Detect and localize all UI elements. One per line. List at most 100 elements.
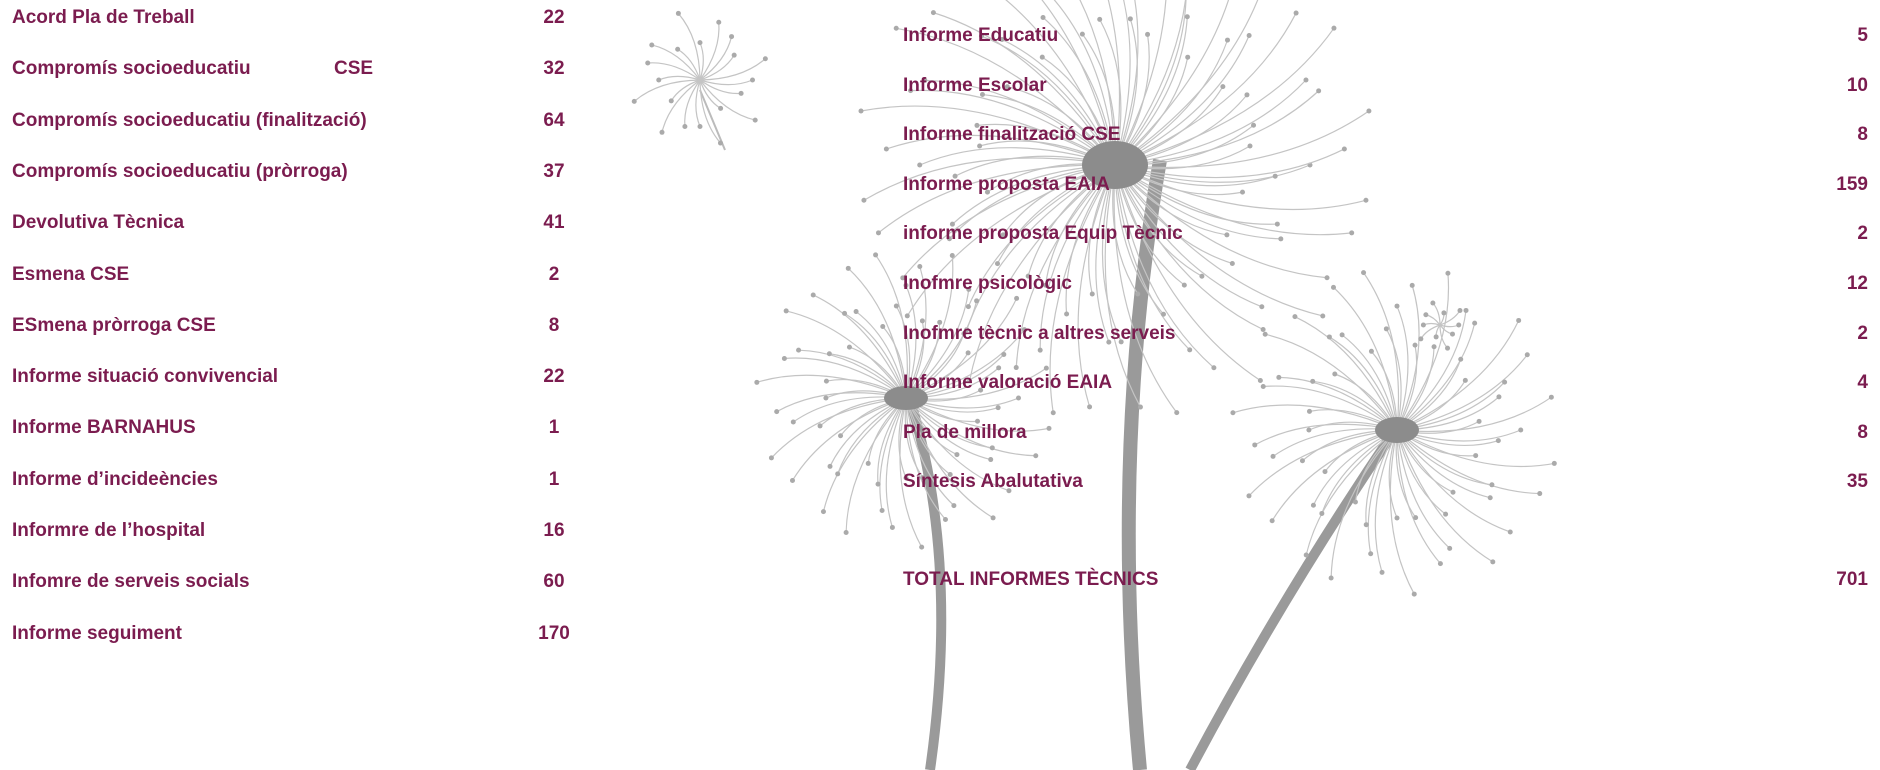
seed: [769, 455, 774, 460]
item-label: Compromís socioeducatiu: [12, 57, 251, 81]
seed: [1451, 490, 1456, 495]
seed: [1261, 327, 1266, 332]
seed: [1128, 16, 1133, 21]
seed: [821, 509, 826, 514]
seed: [1488, 495, 1493, 500]
seed: [1304, 552, 1309, 557]
seed: [1278, 236, 1283, 241]
seed: [1380, 570, 1385, 575]
seed: [1496, 438, 1501, 443]
seed: [1331, 26, 1336, 31]
seed: [682, 124, 687, 129]
item-count: 170: [524, 622, 584, 646]
seed: [1294, 11, 1299, 16]
seed: [1185, 14, 1190, 19]
seed: [1275, 222, 1280, 227]
seed-filament: [696, 80, 700, 127]
seed: [847, 345, 852, 350]
seed: [1441, 310, 1446, 315]
seed: [1384, 326, 1389, 331]
seed: [1363, 198, 1368, 203]
seed: [1447, 546, 1452, 551]
seed: [796, 348, 801, 353]
seed: [954, 452, 959, 457]
seed: [1438, 561, 1443, 566]
item-count: 60: [524, 570, 584, 594]
seed: [1047, 426, 1052, 431]
seed: [1080, 32, 1085, 37]
seed: [1366, 109, 1371, 114]
seed-filament: [1440, 325, 1459, 327]
seed: [718, 141, 723, 146]
seed-filament: [700, 43, 703, 80]
seed: [1292, 314, 1297, 319]
seed: [811, 292, 816, 297]
seed: [824, 379, 829, 384]
seed: [791, 419, 796, 424]
seed: [1353, 499, 1358, 504]
seed: [1138, 405, 1143, 410]
seed: [656, 78, 661, 83]
seed: [1258, 378, 1263, 383]
seed: [1327, 334, 1332, 339]
seed: [873, 252, 878, 257]
seed: [858, 109, 863, 114]
seed: [854, 309, 859, 314]
seed: [1135, 291, 1140, 296]
seed: [966, 304, 971, 309]
seed: [827, 351, 832, 356]
stem: [1190, 430, 1395, 770]
item-count: 4: [1857, 371, 1868, 395]
seed: [1434, 334, 1439, 339]
item-count: 35: [1847, 470, 1868, 494]
seed: [1001, 352, 1006, 357]
seed: [753, 118, 758, 123]
seed: [974, 298, 979, 303]
seed: [1423, 312, 1428, 317]
seed: [784, 308, 789, 313]
seed: [1225, 38, 1230, 43]
seed: [1161, 312, 1166, 317]
seed: [1464, 308, 1469, 313]
item-count: 2: [1857, 222, 1868, 246]
seed: [1496, 394, 1501, 399]
seed: [1549, 395, 1554, 400]
seed: [1445, 271, 1450, 276]
seed-filament: [1423, 324, 1440, 325]
seed: [1489, 482, 1494, 487]
total-count: 701: [1836, 568, 1868, 592]
seed: [1145, 32, 1150, 37]
seed: [823, 396, 828, 401]
seed: [917, 163, 922, 168]
seed: [1174, 410, 1179, 415]
flower-heads: [632, 0, 1557, 597]
item-label: Informe seguiment: [12, 622, 182, 646]
seed-filament: [1265, 334, 1397, 430]
seed: [880, 324, 885, 329]
seed: [763, 56, 768, 61]
item-count: 8: [1857, 123, 1868, 147]
seed: [1443, 512, 1448, 517]
item-count: 41: [524, 211, 584, 235]
seed: [676, 11, 681, 16]
seed: [1432, 344, 1437, 349]
flower-center: [1375, 417, 1419, 443]
seed: [894, 26, 899, 31]
item-label: Esmena CSE: [12, 263, 129, 287]
item-label: Informe situació convivencial: [12, 365, 278, 389]
seed: [1185, 55, 1190, 60]
seed: [782, 356, 787, 361]
seed: [1263, 332, 1268, 337]
seed: [1041, 15, 1046, 20]
seed: [1251, 123, 1256, 128]
seed: [669, 98, 674, 103]
seed: [1306, 428, 1311, 433]
seed: [698, 124, 703, 129]
item-label: Pla de millora: [903, 421, 1027, 445]
seed: [1421, 323, 1426, 328]
seed: [1331, 285, 1336, 290]
seed: [1473, 453, 1478, 458]
seed: [943, 517, 948, 522]
seed: [861, 198, 866, 203]
total-label: TOTAL INFORMES TÈCNICS: [903, 568, 1158, 592]
